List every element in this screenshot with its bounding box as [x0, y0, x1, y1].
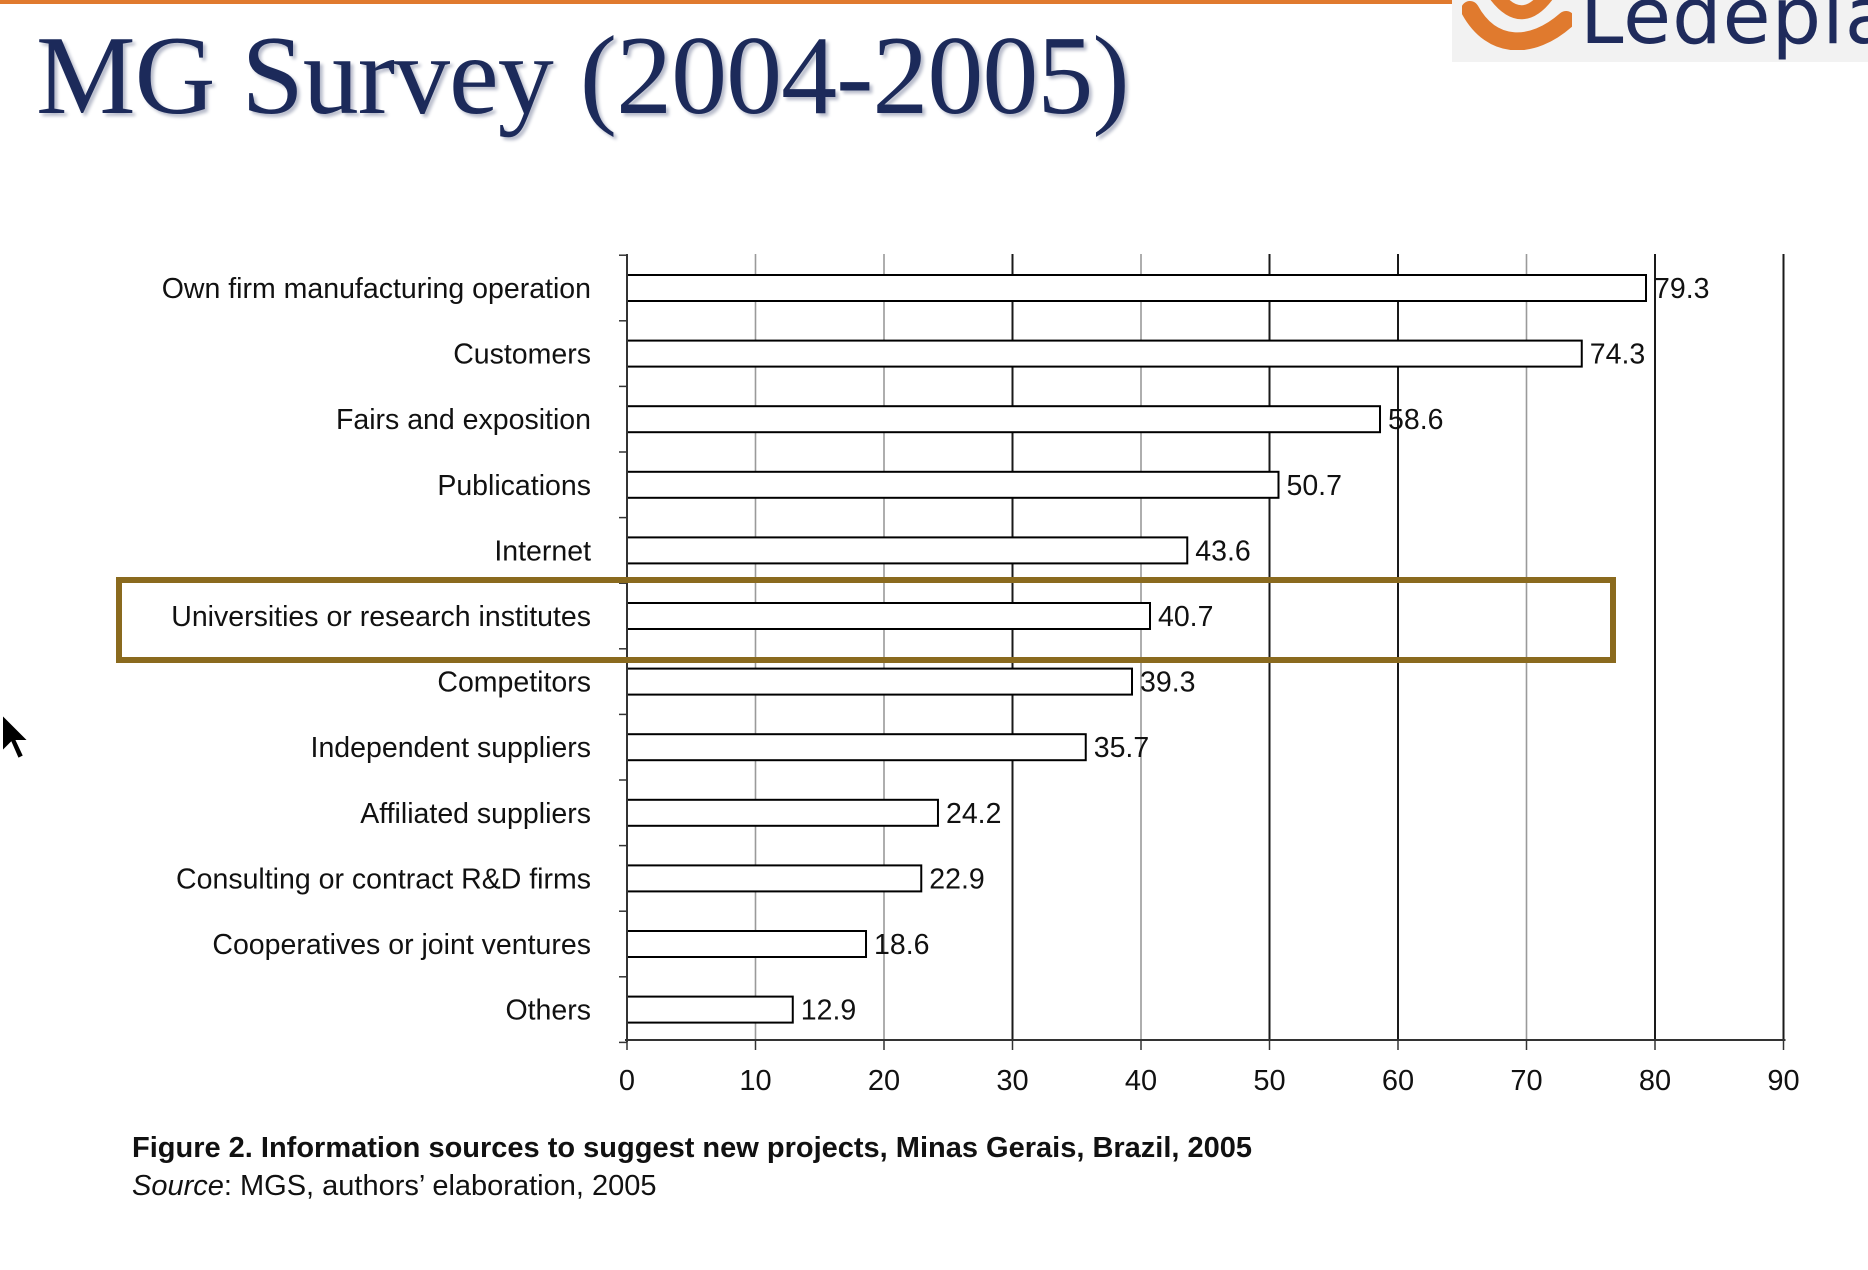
- category-label-9: Consulting or contract R&D firms: [176, 863, 591, 895]
- top-accent-rule: [0, 0, 1868, 4]
- category-label-10: Cooperatives or joint ventures: [212, 929, 591, 961]
- value-label-4: 43.6: [1195, 535, 1250, 567]
- axis-layer: 0 10 20 30 40 50 60 70 80 90: [619, 254, 1800, 1097]
- bar-3: [626, 470, 1280, 499]
- bar-0: [626, 274, 1648, 302]
- value-label-5: 40.7: [1158, 601, 1213, 633]
- bar-11: [626, 995, 794, 1024]
- source-label: Source: [132, 1170, 224, 1202]
- category-label-11: Others: [505, 995, 591, 1027]
- category-label-0: Own firm manufacturing operation: [162, 273, 591, 305]
- x-tick-label-10: 10: [739, 1065, 771, 1097]
- bars-layer: [626, 274, 1648, 1024]
- category-label-6: Competitors: [437, 667, 591, 699]
- value-label-10: 18.6: [874, 929, 929, 961]
- category-label-5: Universities or research institutes: [171, 601, 591, 633]
- highlight-box: [116, 577, 1616, 663]
- x-tick-label-30: 30: [996, 1065, 1028, 1097]
- bar-8: [626, 798, 939, 827]
- grid-layer: [754, 254, 1785, 1040]
- highlight-layer: [116, 577, 1616, 663]
- slide-title: MG Survey (2004-2005): [36, 14, 1130, 138]
- x-tick-label-0: 0: [619, 1065, 635, 1097]
- value-label-6: 39.3: [1140, 667, 1195, 699]
- value-label-7: 35.7: [1094, 732, 1149, 764]
- logo-mark-icon: [1462, 0, 1572, 50]
- value-label-9: 22.9: [929, 863, 984, 895]
- bar-9: [626, 864, 923, 893]
- value-label-2: 58.6: [1388, 404, 1443, 436]
- logo-text: Ledeplai: [1580, 0, 1868, 62]
- value-label-3: 50.7: [1286, 470, 1341, 502]
- category-label-2: Fairs and exposition: [336, 404, 591, 436]
- x-tick-label-50: 50: [1253, 1065, 1285, 1097]
- bar-10: [626, 930, 868, 958]
- x-tick-label-60: 60: [1382, 1065, 1414, 1097]
- mouse-cursor-icon: [1, 712, 30, 761]
- value-label-1: 74.3: [1590, 339, 1645, 371]
- value-label-11: 12.9: [801, 995, 856, 1027]
- category-label-4: Internet: [494, 535, 591, 567]
- labels-layer: Own firm manufacturing operation 79.3 Cust…: [162, 273, 1710, 1027]
- ledeplar-logo: Ledeplai: [1452, 0, 1868, 62]
- bar-5: [626, 602, 1151, 630]
- source-text: : MGS, authors’ elaboration, 2005: [223, 1170, 657, 1202]
- category-label-1: Customers: [453, 339, 591, 371]
- category-label-3: Publications: [437, 470, 591, 502]
- value-label-0: 79.3: [1654, 273, 1709, 305]
- figure-caption: Figure 2. Information sources to suggest…: [132, 1132, 1253, 1164]
- x-tick-label-70: 70: [1510, 1065, 1542, 1097]
- category-label-8: Affiliated suppliers: [360, 798, 591, 830]
- bar-6: [626, 667, 1134, 696]
- x-tick-label-40: 40: [1125, 1065, 1157, 1097]
- category-label-7: Independent suppliers: [311, 732, 591, 764]
- x-tick-label-20: 20: [868, 1065, 900, 1097]
- bar-2: [626, 405, 1382, 434]
- x-tick-label-90: 90: [1767, 1065, 1799, 1097]
- bar-7: [626, 733, 1087, 762]
- bar-4: [626, 536, 1189, 565]
- bar-1: [626, 339, 1583, 368]
- x-tick-label-80: 80: [1639, 1065, 1671, 1097]
- figure-source: Source: MGS, authors’ elaboration, 2005: [132, 1170, 656, 1203]
- value-label-8: 24.2: [946, 798, 1001, 830]
